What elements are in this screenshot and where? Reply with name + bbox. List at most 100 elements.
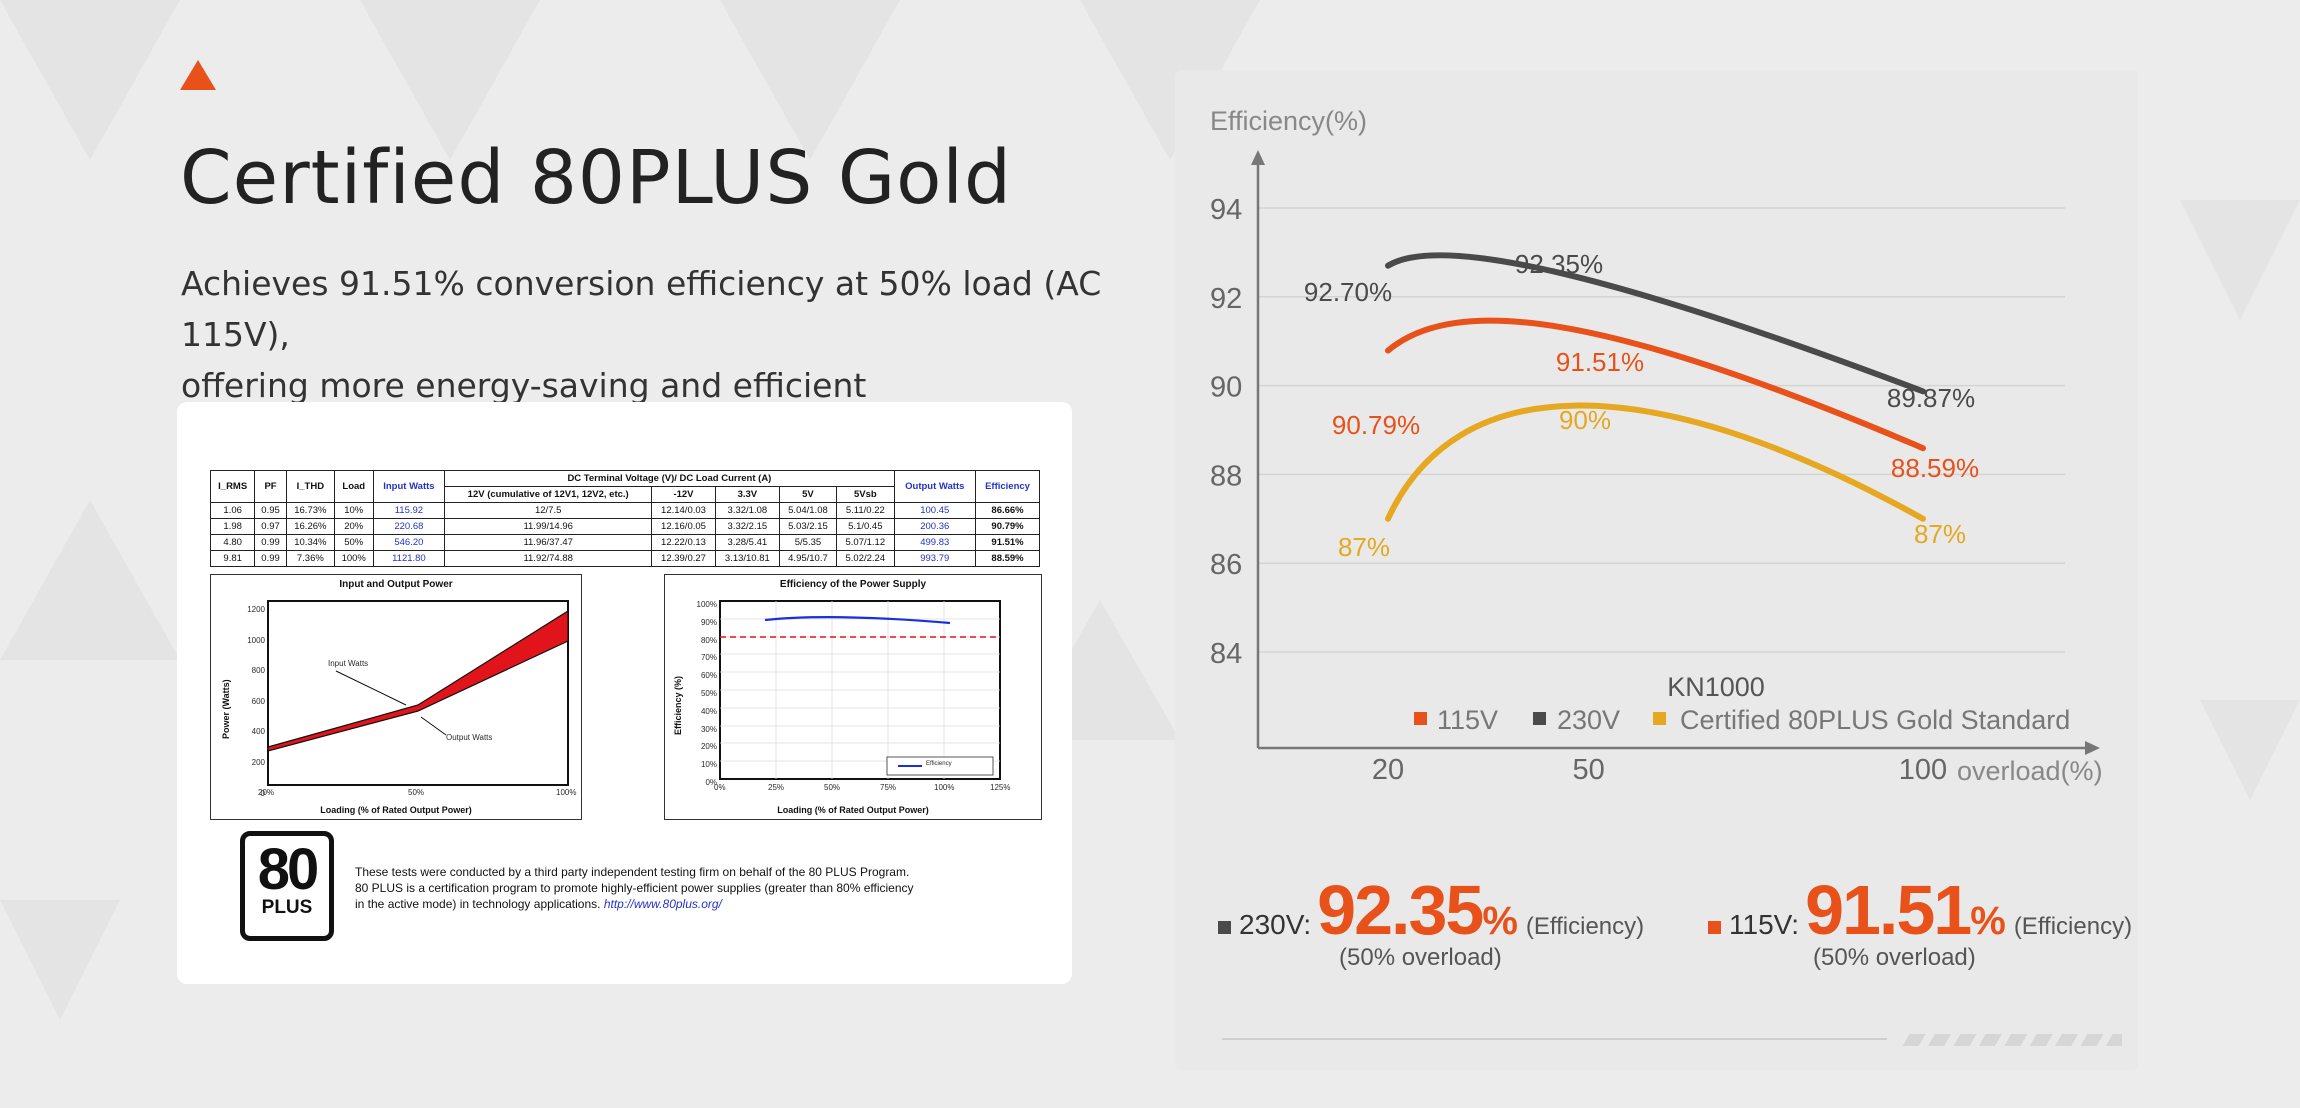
y-tick-label: 92 [1210, 283, 1242, 315]
legend-swatch [1653, 712, 1666, 725]
decorative-stripes [1900, 1034, 2122, 1046]
eff-legend-label: Efficiency [926, 761, 952, 767]
label-output-watts: Output Watts [446, 733, 493, 742]
y-axis-title: Efficiency(%) [1210, 106, 1367, 136]
eff-yticks: 100% 90% 80% 70% 60% 50% 40% 30% 20% 10%… [696, 600, 717, 787]
table-cell: 16.26% [285, 518, 335, 535]
stat-115v: 115V: 91.51 % (Efficiency) [1708, 870, 2132, 950]
stat-tag: (Efficiency) [2013, 913, 2133, 940]
stat-label: 115V: [1729, 909, 1800, 940]
efficiency-chart-card [1175, 70, 2138, 1070]
x-tick-label: 20 [1372, 754, 1404, 786]
data-label: 87% [1914, 519, 1966, 549]
table-cell: 5.02/2.24 [836, 550, 895, 567]
table-row: 4.80 0.99 10.34% 50% 546.20 11.96/37.47 12.22/… [209, 534, 1040, 551]
report-note: These tests were conducted by a third pa… [355, 864, 915, 912]
stat-unit: % [1482, 899, 1518, 943]
subtitle-line-2: offering more energy-saving and efficien… [181, 366, 867, 405]
left-panel: Certified 80PLUS Gold Achieves 91.51% co… [177, 60, 1101, 984]
power-yticks: 1200 1000 800 600 400 200 0 [247, 605, 265, 798]
stat-value: 92.35 [1317, 871, 1484, 949]
series-line-230v [1385, 252, 1926, 395]
table-cell: 7.36% [285, 550, 335, 567]
efficiency-chart-plot [719, 600, 1001, 780]
eff-xtick: 25% [768, 783, 785, 792]
legend-label: 230V [1557, 705, 1620, 735]
x-tick-label: 100 [1899, 754, 1947, 786]
y-tick-label: 94 [1210, 194, 1242, 226]
data-label: 92.35% [1515, 249, 1603, 279]
stat-value: 91.51 [1805, 871, 1972, 949]
power-xtick: 20% [258, 788, 275, 797]
x-tick-label: 50 [1572, 754, 1604, 786]
stat-tag: (Efficiency) [1525, 913, 1645, 940]
table-row: 1.98 0.97 16.26% 20% 220.68 11.99/14.96 12.16/… [209, 518, 1040, 535]
x-axis-arrow-icon [2085, 741, 2100, 755]
table-row: 9.81 0.99 7.36% 100% 1121.80 11.92/74.88 12.39… [209, 550, 1040, 567]
eff-xtick: 100% [934, 783, 955, 792]
stat-label: 230V: [1239, 909, 1312, 940]
stat-unit: % [1970, 899, 2006, 943]
report-table: I_RMS PF I_THD Load Input Watts DC Termi… [209, 470, 1040, 567]
mini-chart-title: Efficiency of the Power Supply [779, 579, 927, 590]
data-label: 87% [1338, 532, 1390, 562]
y-tick-label: 90 [1210, 372, 1242, 404]
eff-xtick: 50% [824, 783, 841, 792]
stat-swatch [1708, 921, 1721, 934]
power-xtick: 100% [556, 788, 577, 797]
y-tick-label: 86 [1210, 549, 1242, 581]
mini-chart-xlabel: Loading (% of Rated Output Power) [777, 805, 929, 815]
y-tick-label: 88 [1210, 460, 1242, 492]
label-input-watts: Input Watts [328, 659, 369, 668]
series-line-115v [1385, 317, 1926, 452]
table-header: Output Watts [893, 470, 977, 503]
table-cell: 0.99 [254, 550, 287, 567]
stat-230v-sub: (50% overload) [1339, 944, 1502, 971]
table-cell: 993.79 [893, 550, 977, 567]
table-header: I_THD [285, 470, 335, 503]
legend-label: 115V [1437, 705, 1498, 735]
table-cell: 9.81 [209, 550, 256, 567]
eff-xtick: 125% [990, 783, 1011, 792]
page-subtitle: Achieves 91.51% conversion efficiency at… [181, 258, 1181, 411]
80plus-logo: 80 PLUS [240, 831, 334, 941]
legend-swatch [1414, 712, 1427, 725]
mini-chart-title: Input and Output Power [339, 579, 453, 590]
table-header: Input Watts [372, 470, 446, 503]
data-label: 91.51% [1556, 347, 1644, 377]
table-cell: 4.95/10.7 [778, 550, 838, 567]
report-note-link[interactable]: http://www.80plus.org/ [603, 897, 722, 911]
data-label: 89.87% [1887, 383, 1975, 413]
data-label: 90% [1559, 405, 1611, 435]
eff-xtick: 75% [880, 783, 897, 792]
data-label: 92.70% [1304, 277, 1392, 307]
y-tick-label: 84 [1210, 638, 1242, 670]
eff-xtick: 0% [714, 783, 726, 792]
table-cell: 88.59% [975, 550, 1040, 567]
table-header: I_RMS [209, 470, 256, 503]
stat-swatch [1218, 921, 1231, 934]
power-xtick: 50% [408, 788, 425, 797]
data-label: 90.79% [1332, 410, 1420, 440]
stat-230v: 230V: 92.35 % (Efficiency) [1218, 870, 1644, 950]
legend-title: KN1000 [1667, 672, 1765, 702]
legend-swatch [1533, 712, 1546, 725]
table-cell: 11.92/74.88 [444, 550, 653, 567]
accent-triangle-icon [180, 60, 216, 90]
test-report-image: I_RMS PF I_THD Load Input Watts DC Termi… [177, 402, 1072, 984]
bottom-divider [1222, 1038, 1887, 1040]
table-row: 1.06 0.95 16.73% 10% 115.92 12/7.5 12.14/0.03 3… [209, 502, 1040, 519]
efficiency-mini-chart: Efficiency of the Power Supply [664, 574, 1042, 820]
legend-label: Certified 80PLUS Gold Standard [1680, 705, 2070, 735]
data-label: 88.59% [1891, 453, 1979, 483]
subtitle-line-1: Achieves 91.51% conversion efficiency at… [181, 264, 1102, 354]
mini-chart-xlabel: Loading (% of Rated Output Power) [320, 805, 472, 815]
page-title: Certified 80PLUS Gold [180, 135, 1012, 221]
power-chart-plot [267, 600, 569, 786]
x-axis-title: overload(%) [1957, 756, 2103, 786]
input-output-power-chart: Input and Output Power 1200 1000 800 600… [210, 574, 582, 820]
series-line-certified-80plus-gold-standard [1385, 402, 1926, 522]
y-axis-arrow-icon [1251, 150, 1265, 165]
table-cell: 12.39/0.27 [651, 550, 716, 567]
